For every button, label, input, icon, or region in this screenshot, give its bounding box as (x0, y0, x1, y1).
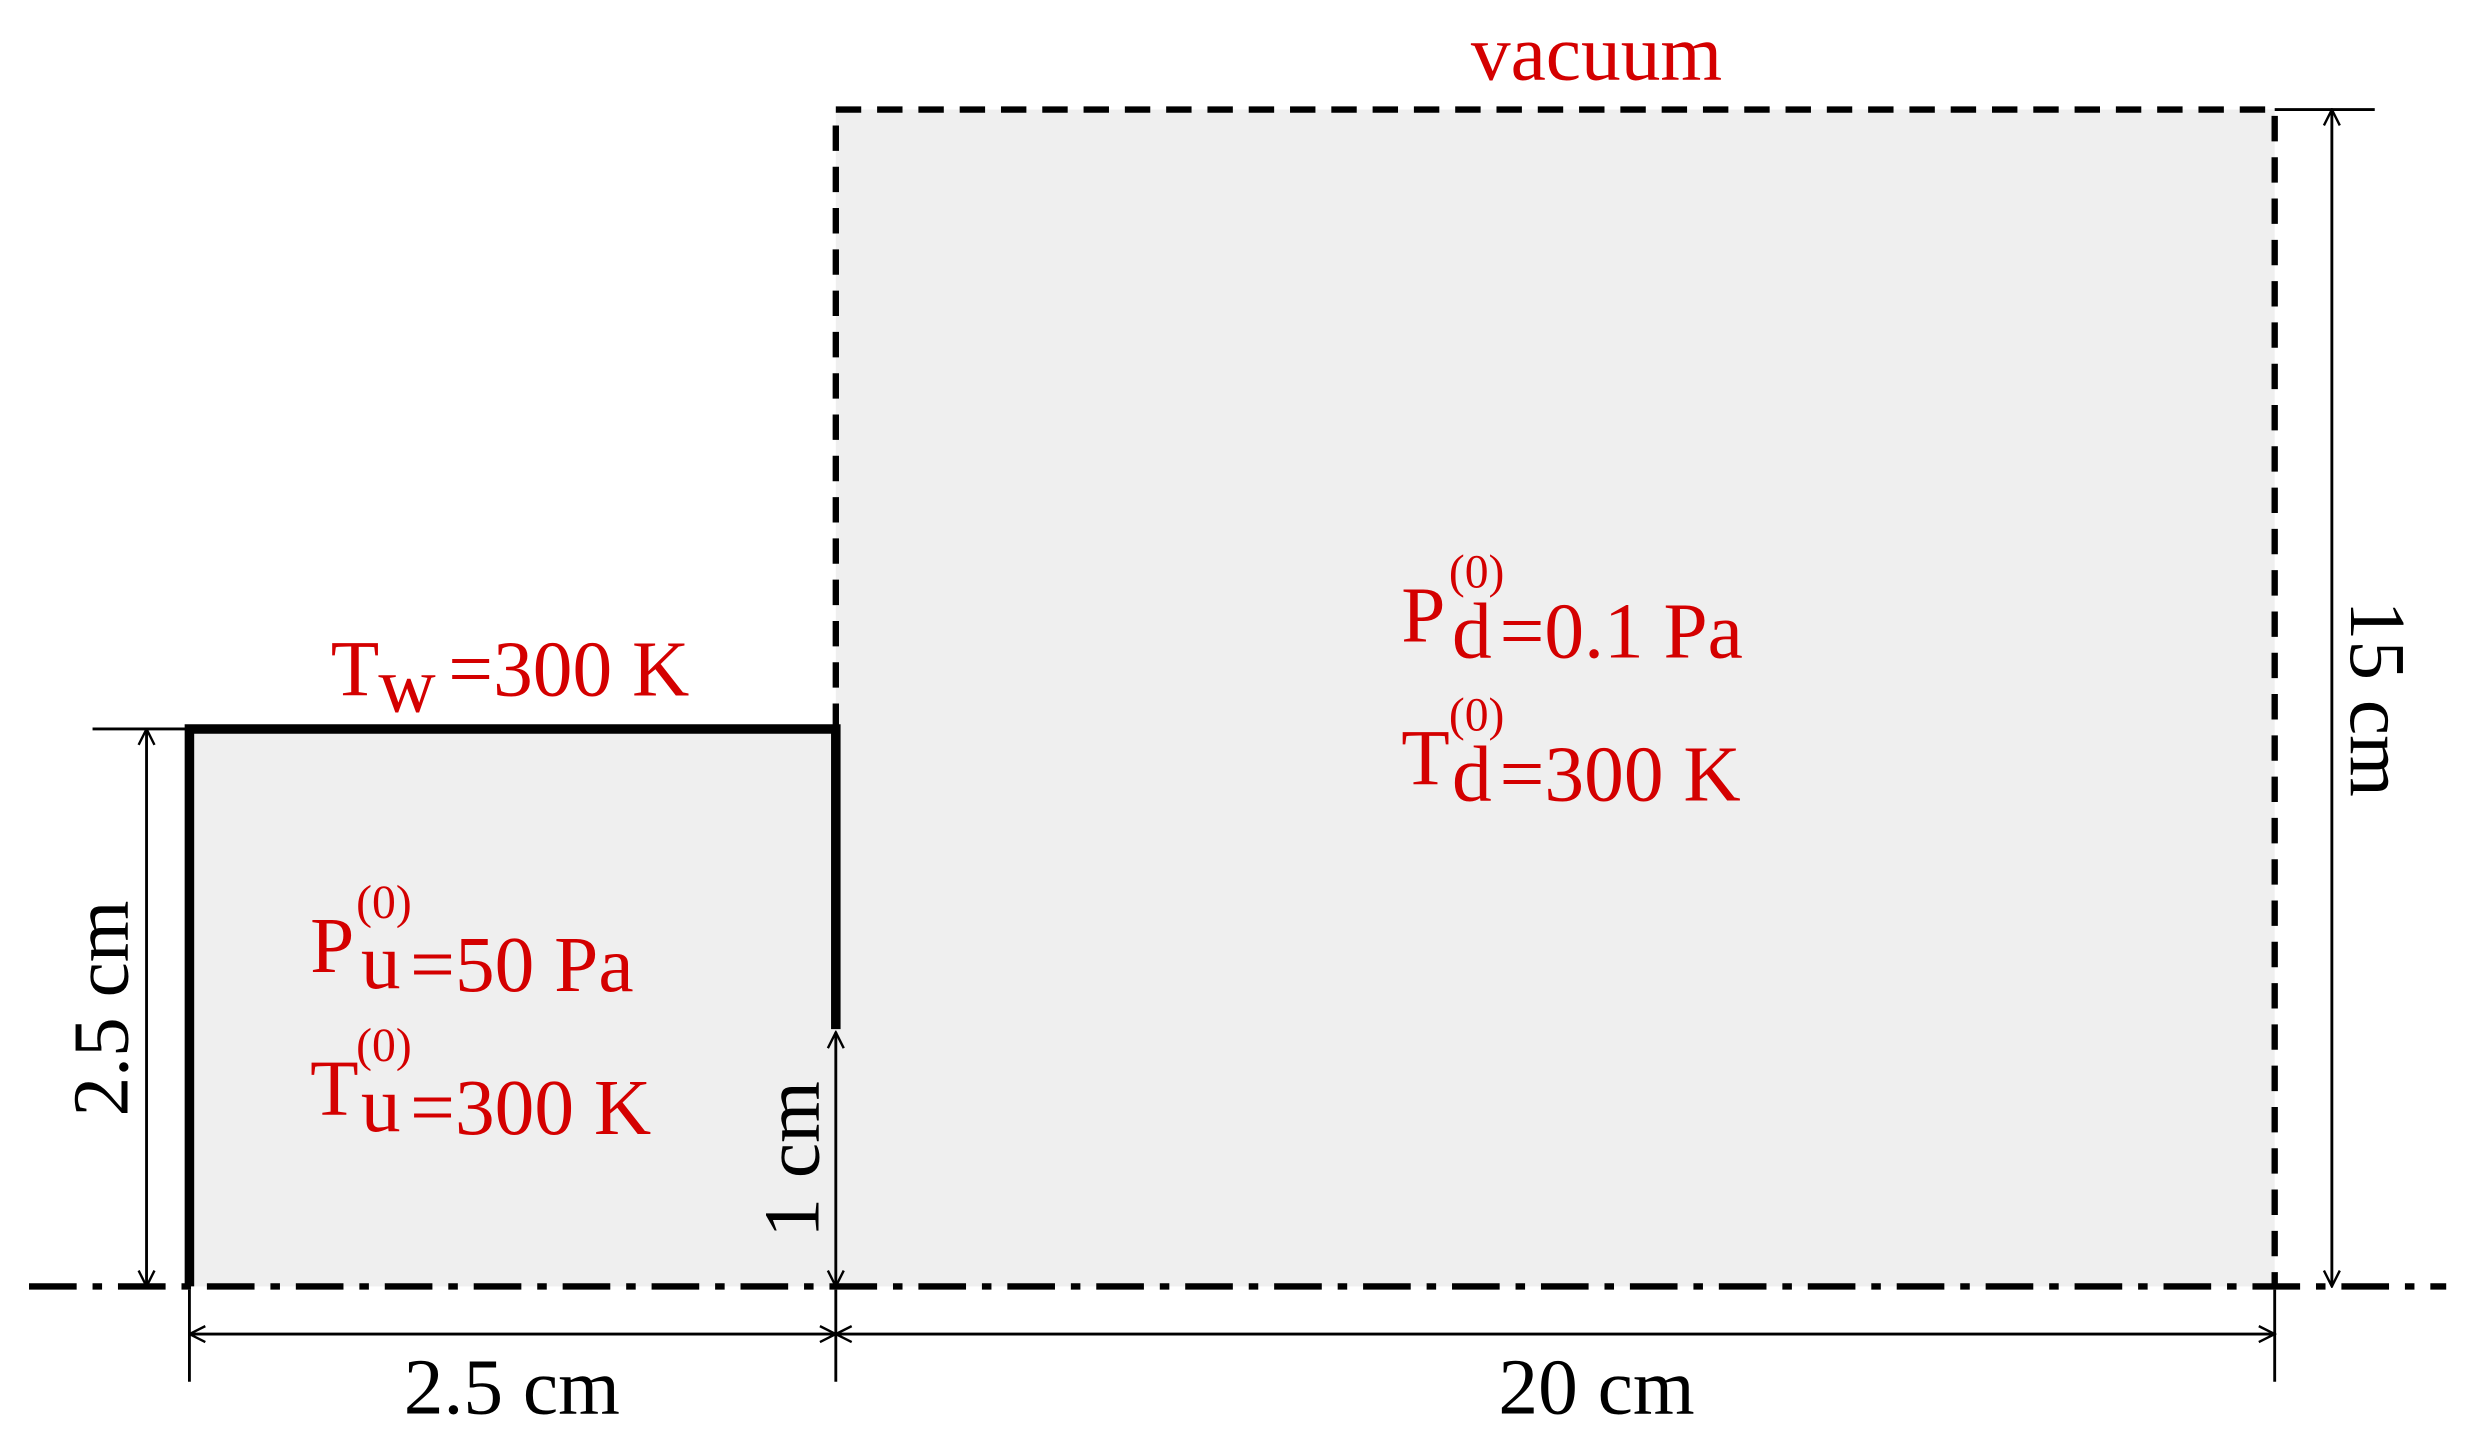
subscript: d (1452, 588, 1492, 676)
symbol: T (310, 1045, 359, 1133)
vacuum-boundary (832, 106, 2278, 1287)
vacuum-label: vacuum (1471, 9, 1722, 97)
symbol: P (310, 902, 354, 990)
superscript: (0) (1449, 690, 1505, 742)
wall (184, 724, 841, 1287)
subscript: d (1452, 730, 1492, 818)
dimension-label: 1 cm (748, 1081, 836, 1238)
superscript: (0) (1449, 547, 1505, 599)
dimension-label: 2.5 cm (57, 900, 145, 1116)
symbol: T (1401, 715, 1450, 803)
symbol: P (1401, 572, 1445, 660)
label-text: =50 Pa (410, 921, 633, 1009)
superscript: (0) (356, 877, 412, 929)
dimension-label: 15 cm (2333, 601, 2421, 797)
dimension-label: 2.5 cm (404, 1343, 620, 1431)
label-text: =300 K (1500, 730, 1741, 818)
dimension-label: 20 cm (1498, 1343, 1694, 1431)
label-text: =300 K (448, 626, 689, 714)
dimension-lines (92, 110, 2375, 1382)
subscript: w (378, 642, 435, 730)
label-text: =300 K (410, 1064, 651, 1152)
superscript: (0) (356, 1020, 412, 1072)
subscript: u (361, 918, 401, 1006)
upstream-region (189, 728, 836, 1287)
symbol: T (331, 626, 379, 714)
subscript: u (361, 1061, 401, 1149)
label-text: =0.1 Pa (1500, 588, 1743, 676)
downstream-region (835, 109, 2275, 1287)
